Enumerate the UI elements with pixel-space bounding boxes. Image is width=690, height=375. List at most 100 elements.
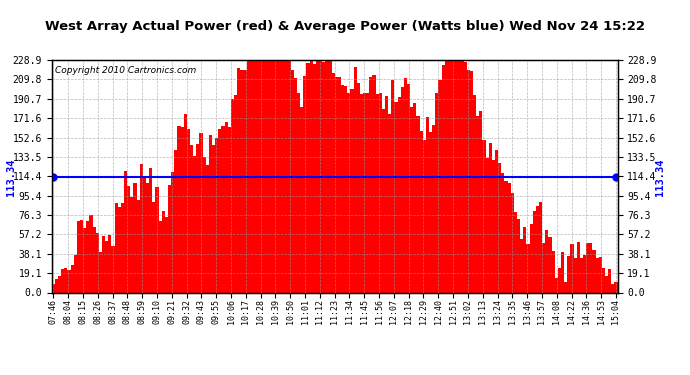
Bar (573, 258, 577, 292)
Text: 113.34: 113.34 (6, 159, 16, 196)
Bar (589, 243, 593, 292)
Bar (561, 252, 564, 292)
Bar (206, 165, 209, 292)
Bar (605, 276, 608, 292)
Bar (448, 60, 451, 292)
Bar (118, 207, 121, 292)
Bar (228, 127, 231, 292)
Bar (608, 268, 611, 292)
Bar (599, 257, 602, 292)
Bar (294, 78, 297, 292)
Bar (593, 251, 595, 292)
Bar (385, 96, 388, 292)
Bar (454, 60, 457, 292)
Bar (61, 269, 64, 292)
Bar (92, 227, 96, 292)
Bar (489, 143, 492, 292)
Bar (181, 126, 184, 292)
Text: 113.34: 113.34 (655, 159, 665, 196)
Bar (586, 243, 589, 292)
Bar (357, 82, 359, 292)
Bar (514, 212, 517, 292)
Bar (416, 116, 420, 292)
Bar (199, 134, 203, 292)
Bar (526, 244, 529, 292)
Bar (480, 111, 482, 292)
Bar (137, 200, 140, 292)
Bar (193, 156, 197, 292)
Bar (177, 126, 181, 292)
Bar (74, 255, 77, 292)
Bar (351, 89, 353, 292)
Bar (602, 268, 605, 292)
Bar (288, 60, 290, 292)
Bar (580, 258, 583, 292)
Bar (444, 60, 448, 292)
Bar (359, 94, 363, 292)
Bar (246, 60, 250, 292)
Bar (432, 124, 435, 292)
Bar (595, 258, 599, 292)
Bar (86, 221, 90, 292)
Bar (539, 202, 542, 292)
Bar (64, 268, 68, 292)
Bar (284, 60, 288, 292)
Bar (140, 164, 143, 292)
Bar (159, 220, 161, 292)
Bar (197, 144, 199, 292)
Bar (555, 278, 558, 292)
Bar (272, 60, 275, 292)
Bar (52, 284, 55, 292)
Bar (363, 93, 366, 292)
Bar (353, 68, 357, 292)
Bar (476, 116, 480, 292)
Bar (240, 69, 244, 292)
Bar (423, 140, 426, 292)
Bar (96, 233, 99, 292)
Bar (508, 183, 511, 292)
Bar (133, 183, 137, 292)
Bar (253, 60, 256, 292)
Bar (410, 107, 413, 292)
Bar (420, 131, 423, 292)
Bar (231, 99, 234, 292)
Text: Copyright 2010 Cartronics.com: Copyright 2010 Cartronics.com (55, 66, 196, 75)
Bar (549, 237, 551, 292)
Bar (486, 158, 489, 292)
Bar (250, 60, 253, 292)
Bar (529, 224, 533, 292)
Bar (564, 282, 567, 292)
Bar (464, 62, 466, 292)
Bar (83, 228, 86, 292)
Bar (221, 126, 225, 292)
Bar (184, 114, 187, 292)
Bar (341, 84, 344, 292)
Bar (344, 86, 347, 292)
Bar (473, 95, 476, 292)
Bar (457, 60, 460, 292)
Bar (335, 77, 338, 292)
Bar (328, 60, 331, 292)
Bar (460, 60, 464, 292)
Bar (511, 194, 514, 292)
Bar (146, 183, 149, 292)
Bar (520, 239, 523, 292)
Bar (124, 171, 127, 292)
Bar (256, 60, 259, 292)
Bar (143, 178, 146, 292)
Bar (77, 220, 80, 292)
Bar (80, 220, 83, 292)
Bar (165, 217, 168, 292)
Bar (466, 70, 470, 292)
Bar (338, 77, 341, 292)
Bar (149, 168, 152, 292)
Bar (175, 150, 177, 292)
Bar (225, 122, 228, 292)
Bar (190, 146, 193, 292)
Bar (187, 129, 190, 292)
Bar (426, 117, 429, 292)
Text: West Array Actual Power (red) & Average Power (Watts blue) Wed Nov 24 15:22: West Array Actual Power (red) & Average … (45, 20, 645, 33)
Bar (366, 93, 369, 292)
Bar (501, 173, 504, 292)
Bar (404, 78, 407, 292)
